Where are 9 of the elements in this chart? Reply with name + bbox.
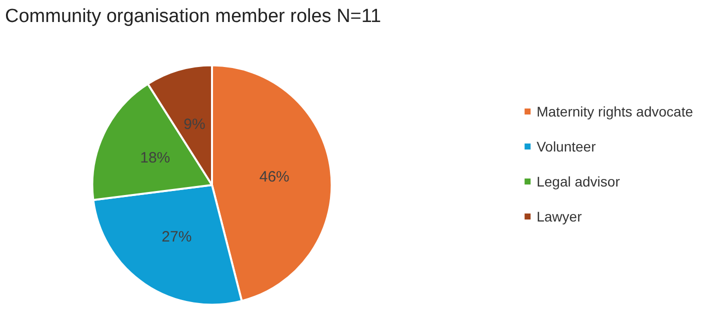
legend-label: Legal advisor xyxy=(536,174,620,190)
data-label: 46% xyxy=(259,168,290,186)
legend-label: Lawyer xyxy=(536,208,582,224)
legend-label: Maternity rights advocate xyxy=(536,104,694,120)
legend-label: Volunteer xyxy=(536,138,596,154)
chart-title: Community organisation member roles N=11 xyxy=(5,6,382,27)
data-label: 18% xyxy=(140,150,170,167)
data-label: 27% xyxy=(162,228,192,246)
data-label: 9% xyxy=(184,116,206,134)
